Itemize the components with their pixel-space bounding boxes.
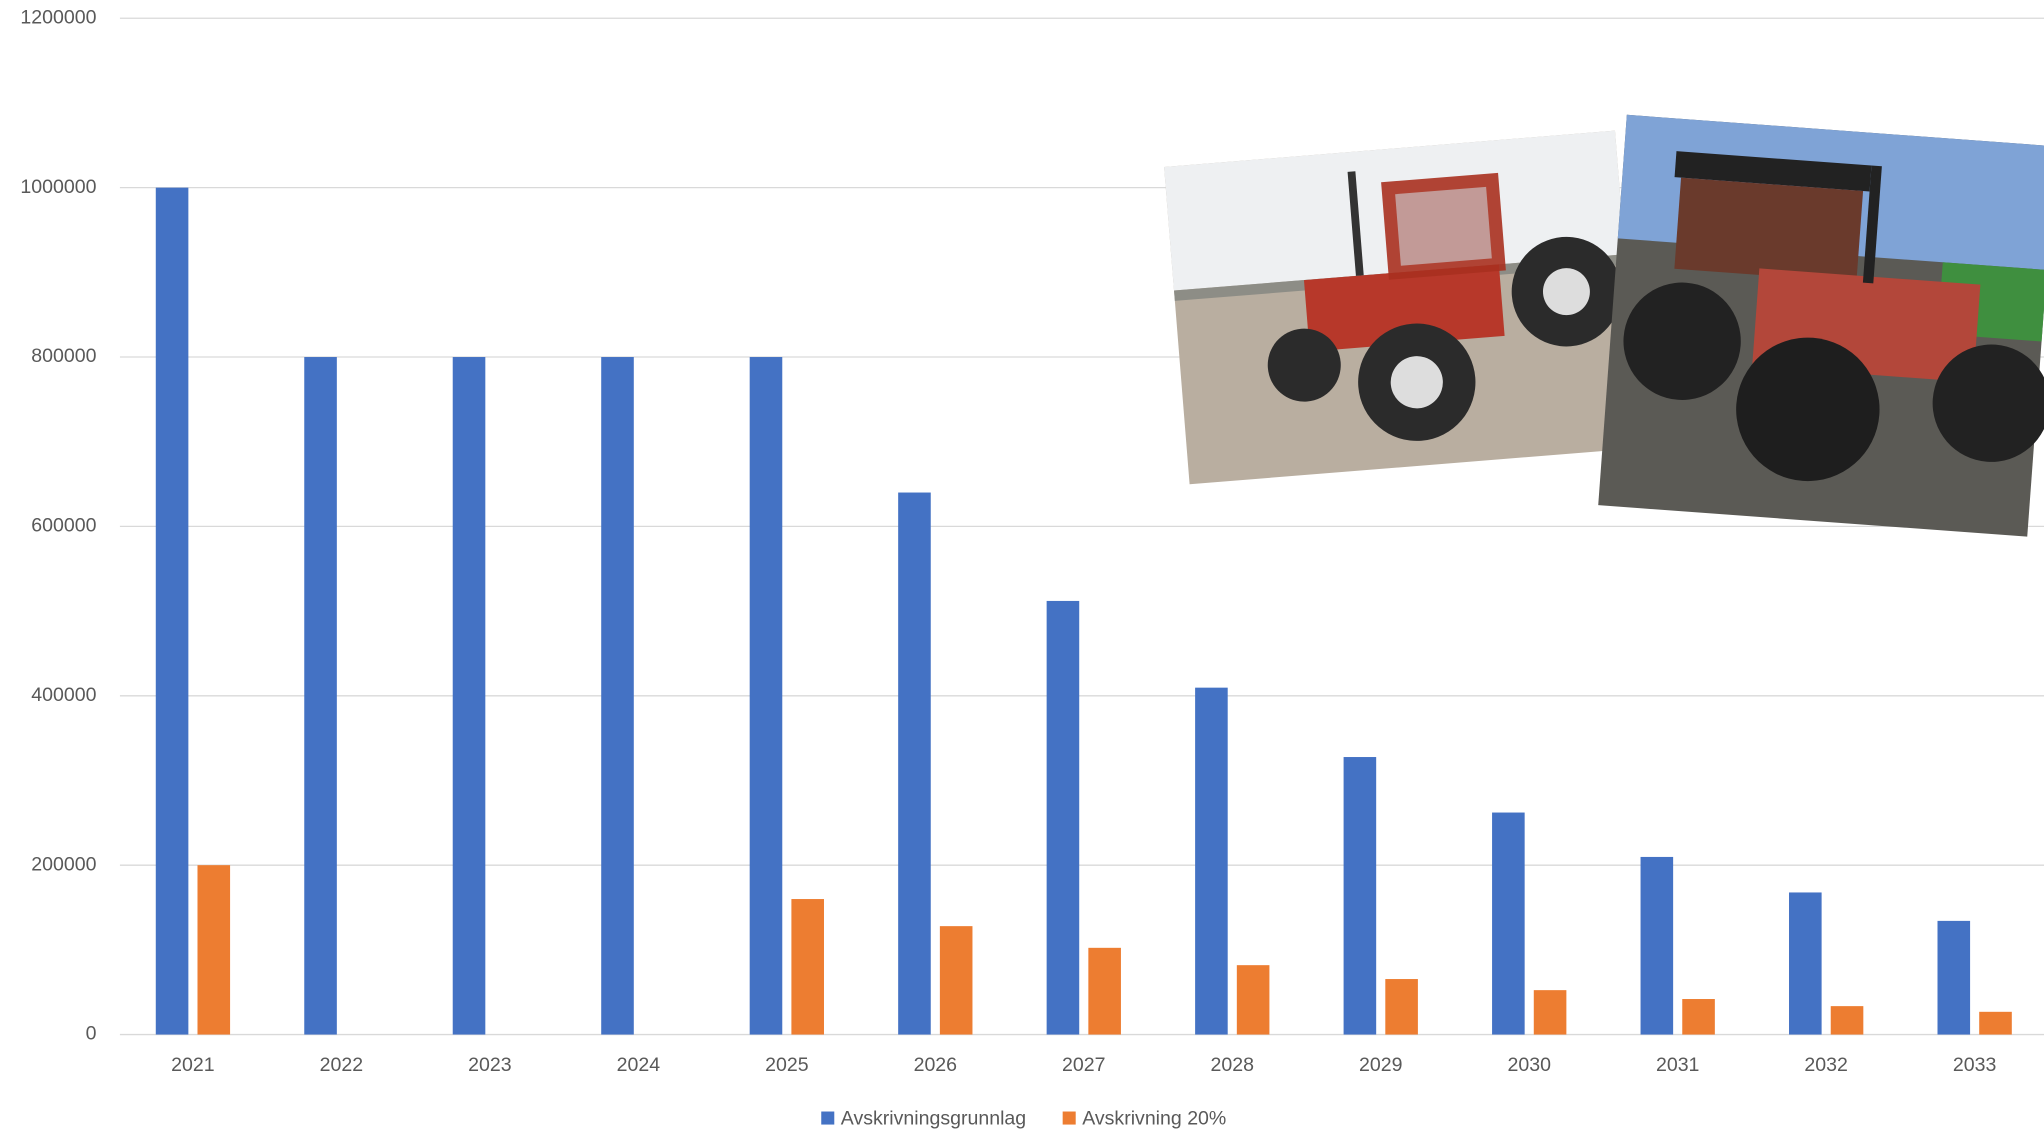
y-tick-label: 800000 — [31, 345, 96, 367]
tractor-photo — [1164, 130, 1641, 485]
x-tick-label: 2025 — [765, 1054, 809, 1076]
bar — [1640, 856, 1674, 1035]
legend-swatch — [821, 1111, 835, 1125]
legend-swatch — [1062, 1111, 1076, 1125]
y-tick-label: 1200000 — [20, 6, 96, 28]
bar — [1533, 990, 1567, 1035]
x-tick-label: 2021 — [171, 1054, 214, 1076]
bar — [1492, 812, 1525, 1035]
bar — [939, 926, 973, 1035]
bar — [1682, 999, 1715, 1035]
y-tick-label: 0 — [86, 1023, 97, 1045]
bar — [1830, 1006, 1864, 1035]
x-tick-label: 2028 — [1211, 1054, 1255, 1076]
bar — [197, 865, 231, 1035]
x-tick-label: 2032 — [1804, 1054, 1847, 1076]
bar — [1937, 920, 1971, 1035]
bar — [1343, 757, 1377, 1035]
x-tick-label: 2022 — [320, 1054, 363, 1076]
x-tick-label: 2023 — [468, 1054, 512, 1076]
bar — [601, 357, 634, 1035]
bar — [898, 492, 931, 1035]
x-tick-label: 2033 — [1953, 1054, 1997, 1076]
y-tick-label: 400000 — [31, 684, 96, 706]
bar — [1088, 947, 1121, 1035]
bar — [1236, 965, 1270, 1035]
bar — [749, 357, 783, 1035]
legend-label: Avskrivningsgrunnlag — [841, 1108, 1026, 1130]
legend-label: Avskrivning 20% — [1082, 1108, 1226, 1130]
y-tick-label: 600000 — [31, 515, 96, 537]
tractor-photo — [1598, 114, 2044, 537]
bar — [791, 899, 824, 1035]
x-tick-label: 2031 — [1656, 1054, 1699, 1076]
bar — [452, 357, 486, 1035]
bar — [1789, 892, 1822, 1035]
bar — [1979, 1011, 2012, 1035]
x-tick-label: 2030 — [1507, 1054, 1551, 1076]
y-tick-label: 1000000 — [20, 176, 96, 198]
x-tick-label: 2027 — [1062, 1054, 1105, 1076]
x-tick-label: 2026 — [914, 1054, 958, 1076]
bar — [1195, 687, 1228, 1035]
x-tick-label: 2024 — [617, 1054, 661, 1076]
y-tick-label: 200000 — [31, 853, 96, 875]
bar — [155, 187, 189, 1035]
bar — [1046, 600, 1080, 1035]
bar — [1385, 979, 1418, 1035]
bar — [304, 357, 337, 1035]
x-tick-label: 2029 — [1359, 1054, 1402, 1076]
